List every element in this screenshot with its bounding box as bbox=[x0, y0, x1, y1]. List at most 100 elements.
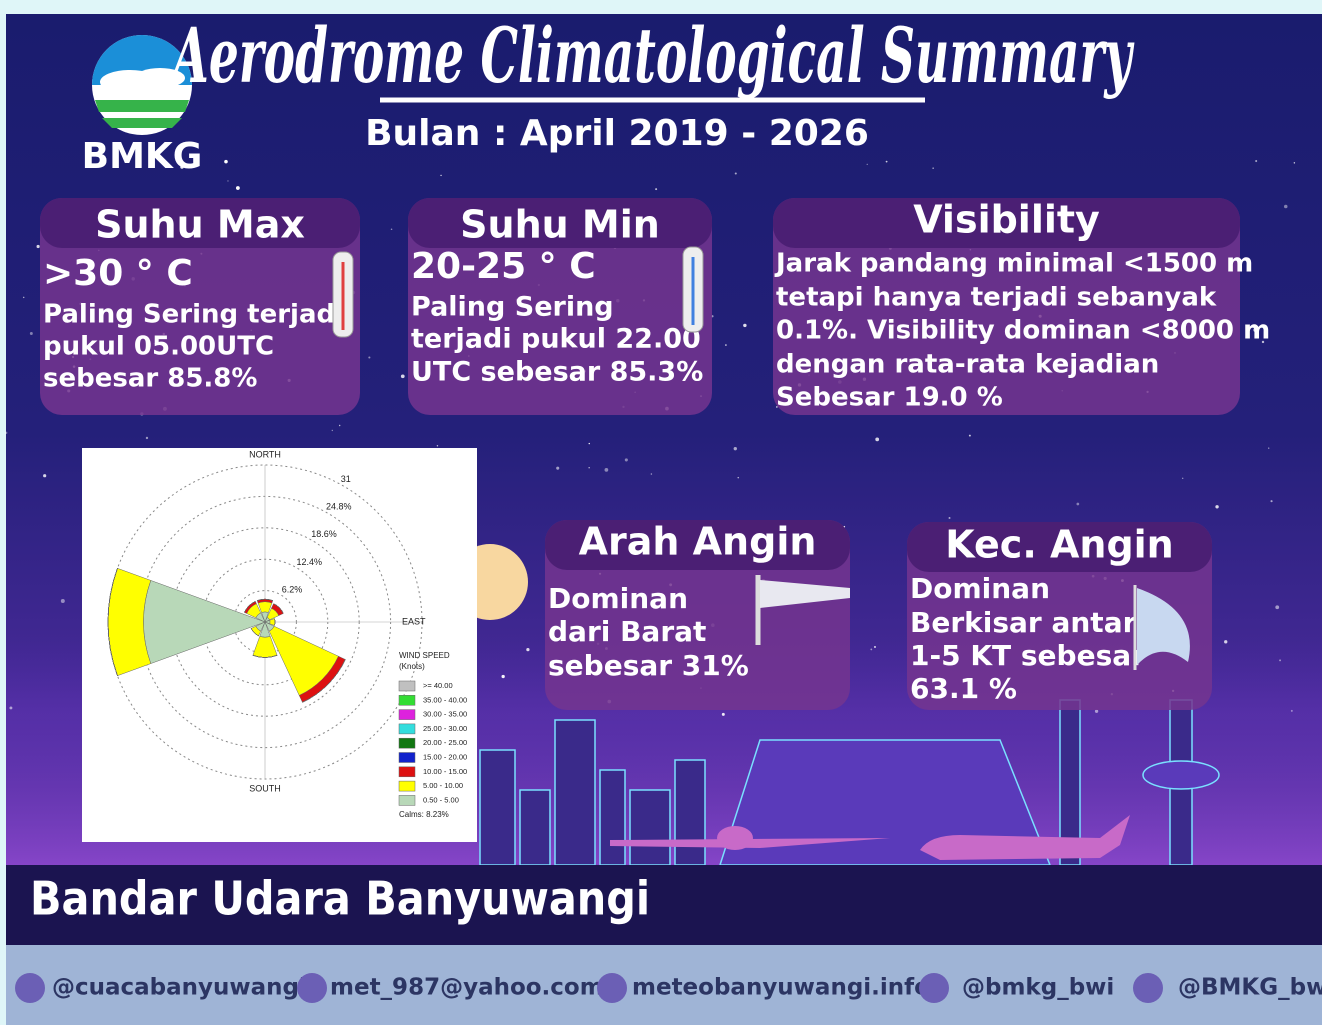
contact-text: meteobanyuwangi.info bbox=[632, 975, 930, 1001]
star bbox=[224, 160, 228, 164]
card-line: Paling Sering bbox=[411, 292, 614, 323]
star bbox=[874, 646, 876, 648]
card-line: Berkisar antara bbox=[910, 606, 1155, 639]
star bbox=[722, 713, 725, 716]
legend-label: 30.00 - 35.00 bbox=[423, 710, 467, 719]
star bbox=[43, 474, 46, 477]
card-title: Kec. Angin bbox=[945, 523, 1173, 567]
card-line: >30 ° C bbox=[43, 253, 193, 294]
card-line: Jarak pandang minimal <1500 m bbox=[774, 249, 1253, 279]
star bbox=[401, 374, 405, 378]
legend-swatch bbox=[399, 753, 415, 763]
star bbox=[502, 675, 505, 678]
star bbox=[23, 297, 25, 299]
star bbox=[867, 164, 868, 165]
legend-swatch bbox=[399, 695, 415, 705]
legend-swatch bbox=[399, 724, 415, 734]
legend-label: 5.00 - 10.00 bbox=[423, 781, 463, 790]
card-line: sebesar 31% bbox=[548, 649, 749, 682]
star bbox=[1275, 605, 1279, 609]
subtitle: Bulan : April 2019 - 2026 bbox=[365, 113, 869, 154]
star bbox=[1215, 505, 1218, 508]
star bbox=[743, 324, 746, 327]
contact-icon bbox=[597, 973, 627, 1003]
card-title: Suhu Min bbox=[460, 203, 660, 247]
contact-text: @BMKG_bwi bbox=[1178, 975, 1322, 1001]
star bbox=[589, 443, 590, 444]
star bbox=[737, 477, 739, 479]
legend-label: 10.00 - 15.00 bbox=[423, 767, 467, 776]
contact-icon bbox=[15, 973, 45, 1003]
card-title: Suhu Max bbox=[95, 203, 305, 247]
star bbox=[1284, 205, 1288, 209]
legend-swatch bbox=[399, 795, 415, 805]
star bbox=[61, 599, 65, 603]
card-line: 20-25 ° C bbox=[411, 246, 596, 287]
star bbox=[1255, 160, 1257, 162]
card-line: Dominan bbox=[910, 572, 1050, 605]
star bbox=[651, 473, 653, 475]
star bbox=[1095, 710, 1098, 713]
star bbox=[605, 468, 609, 472]
card-line: UTC sebesar 85.3% bbox=[411, 357, 703, 388]
direction-label: NORTH bbox=[249, 449, 281, 459]
legend-title: WIND SPEED bbox=[399, 651, 450, 660]
calms-label: Calms: 8.23% bbox=[399, 810, 449, 819]
card-line: Paling Sering terjadi bbox=[43, 300, 344, 330]
legend-label: 25.00 - 30.00 bbox=[423, 724, 467, 733]
contact-text: @bmkg_bwi bbox=[962, 975, 1114, 1001]
star bbox=[332, 430, 333, 431]
card-line: pukul 05.00UTC bbox=[43, 332, 274, 362]
star bbox=[526, 648, 529, 651]
contact-text: @cuacabanyuwangi bbox=[52, 975, 307, 1001]
card-line: dari Barat bbox=[548, 615, 706, 648]
star bbox=[932, 167, 934, 169]
card-line: dengan rata-rata kejadian bbox=[776, 350, 1159, 380]
legend-label: 35.00 - 40.00 bbox=[423, 695, 467, 704]
contact-icon bbox=[1133, 973, 1163, 1003]
infographic: BMKG Aerodrome Climatological Summary Bu… bbox=[0, 0, 1322, 1025]
star bbox=[886, 161, 888, 163]
card-line: Dominan bbox=[548, 582, 688, 615]
star bbox=[589, 467, 590, 468]
star bbox=[30, 332, 33, 335]
star bbox=[1268, 447, 1269, 448]
contact-icon bbox=[297, 973, 327, 1003]
card-line: tetapi hanya terjadi sebanyak bbox=[776, 283, 1217, 313]
card-line: 63.1 % bbox=[910, 672, 1017, 705]
star bbox=[1270, 500, 1272, 502]
ring-label: 18.6% bbox=[311, 529, 337, 539]
star bbox=[368, 356, 370, 358]
card-line: sebesar 85.8% bbox=[43, 364, 257, 394]
card-line: Sebesar 19.0 % bbox=[776, 383, 1003, 413]
star bbox=[1294, 162, 1295, 163]
star bbox=[339, 425, 340, 426]
star bbox=[734, 447, 737, 450]
contact-icon bbox=[919, 973, 949, 1003]
legend-label: 0.50 - 5.00 bbox=[423, 795, 459, 804]
legend-label: 15.00 - 20.00 bbox=[423, 752, 467, 761]
star bbox=[440, 175, 441, 176]
card-line: 0.1%. Visibility dominan <8000 m bbox=[776, 316, 1270, 346]
star bbox=[5, 432, 7, 434]
star bbox=[725, 344, 727, 346]
card-line: terjadi pukul 22.00 bbox=[411, 324, 701, 355]
star bbox=[391, 228, 393, 230]
direction-label: EAST bbox=[402, 616, 426, 626]
star bbox=[1182, 478, 1183, 479]
star bbox=[875, 437, 879, 441]
legend-label: 20.00 - 25.00 bbox=[423, 738, 467, 747]
direction-label: SOUTH bbox=[249, 783, 281, 793]
star bbox=[437, 445, 438, 446]
star bbox=[37, 245, 40, 248]
star bbox=[949, 517, 951, 519]
star bbox=[146, 437, 148, 439]
legend-swatch bbox=[399, 738, 415, 748]
legend-swatch bbox=[399, 681, 415, 691]
ring-label: 12.4% bbox=[296, 557, 322, 567]
star bbox=[236, 186, 240, 190]
logo-text: BMKG bbox=[82, 136, 203, 177]
ring-label: 31 bbox=[341, 474, 351, 484]
page: BMKG Aerodrome Climatological Summary Bu… bbox=[0, 0, 1322, 1025]
legend-swatch bbox=[399, 767, 415, 777]
